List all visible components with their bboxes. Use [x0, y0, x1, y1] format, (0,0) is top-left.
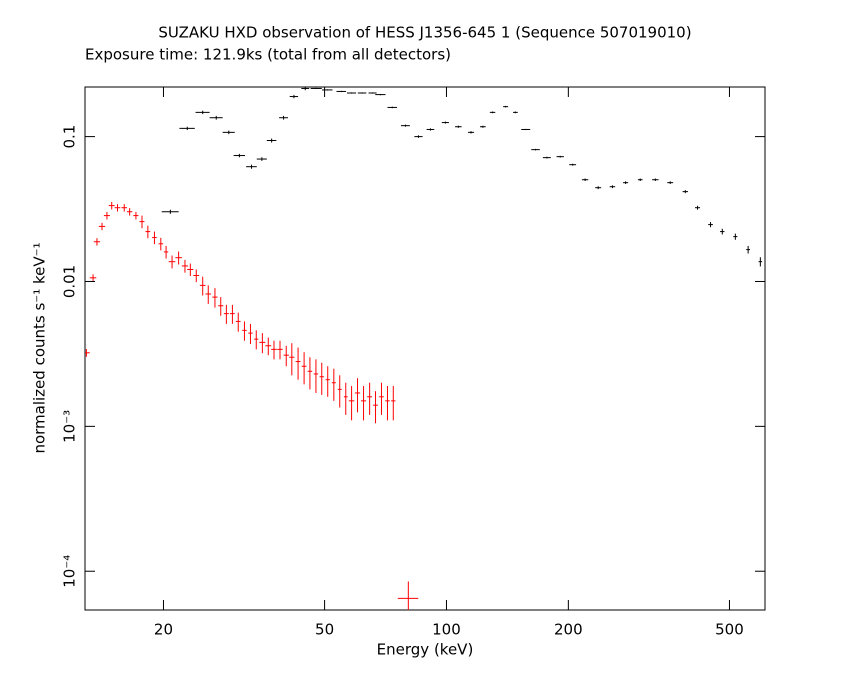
plot-frame: [84, 86, 766, 611]
x-tick-label: 50: [315, 621, 334, 639]
x-tick-label: 500: [715, 621, 744, 639]
y-axis-label: normalized counts s⁻¹ keV⁻¹: [31, 242, 49, 453]
x-axis-label: Energy (keV): [377, 641, 474, 659]
y-tick-label: 10⁻⁴: [61, 555, 79, 588]
y-tick-label: 10⁻³: [61, 410, 79, 443]
x-tick-label: 20: [154, 621, 173, 639]
y-tick-label: 0.1: [61, 125, 79, 149]
chart-subtitle: Exposure time: 121.9ks (total from all d…: [85, 46, 451, 64]
chart-title: SUZAKU HXD observation of HESS J1356-645…: [158, 24, 691, 42]
x-tick-label: 200: [554, 621, 583, 639]
x-tick-label: 100: [432, 621, 461, 639]
data-area: [85, 87, 763, 610]
y-tick-label: 0.01: [61, 265, 79, 298]
